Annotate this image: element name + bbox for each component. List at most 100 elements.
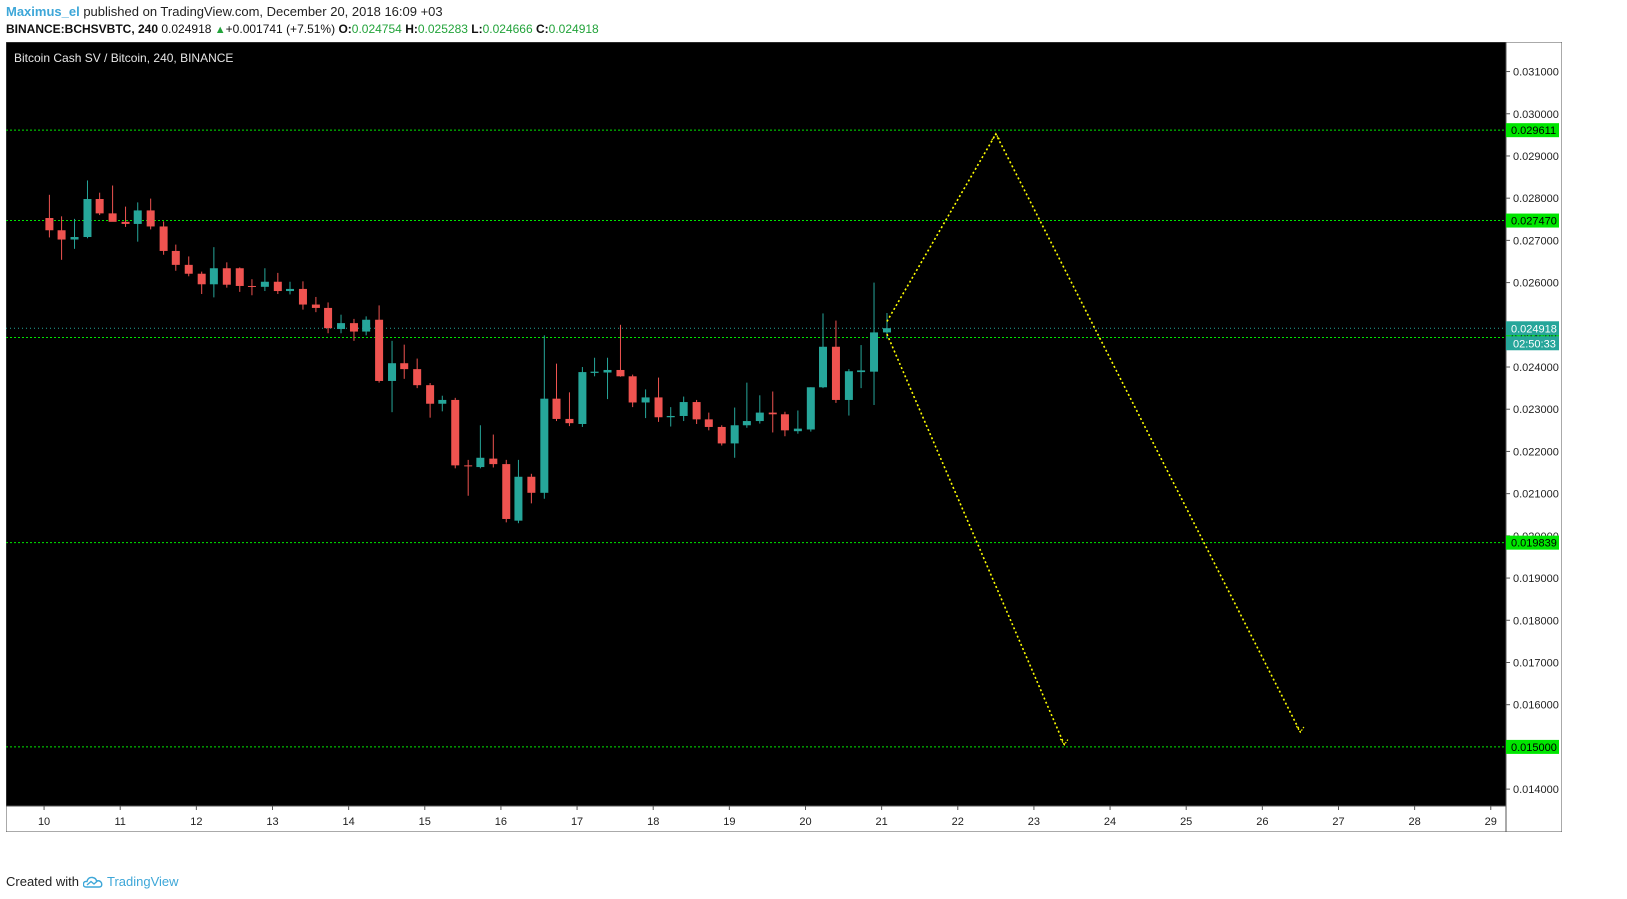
open-value: 0.024754 <box>351 22 402 36</box>
level-price-tag <box>1506 535 1559 550</box>
price-axis[interactable] <box>1506 42 1562 832</box>
tradingview-cloud-icon <box>82 876 103 888</box>
price-chart[interactable]: 0.031000 0.030000 0.029000 0.028000 0.027000… <box>6 42 1562 832</box>
candle-body[interactable] <box>641 397 650 403</box>
candle-body[interactable] <box>628 376 637 403</box>
candle-body[interactable] <box>780 414 789 431</box>
candle-body[interactable] <box>108 213 117 222</box>
candle-body[interactable] <box>464 465 473 467</box>
candle-body[interactable] <box>870 332 879 372</box>
candle-body[interactable] <box>235 268 244 286</box>
candles-layer <box>45 180 891 524</box>
tradingview-link[interactable]: TradingView <box>106 874 179 889</box>
up-arrow-icon: ▲ <box>214 24 226 36</box>
candle-body[interactable] <box>133 210 142 224</box>
candle-body[interactable] <box>768 412 777 415</box>
candle-body[interactable] <box>666 415 675 418</box>
x-tick-label: 14 <box>343 816 355 828</box>
candle-body[interactable] <box>578 372 587 424</box>
candle-body[interactable] <box>83 199 92 238</box>
y-tick-label: 0.019000 <box>1513 573 1559 585</box>
x-tick-label: 21 <box>876 816 888 828</box>
candle-body[interactable] <box>831 346 840 400</box>
candle-body[interactable] <box>400 363 409 370</box>
candle-body[interactable] <box>388 363 397 381</box>
candle-body[interactable] <box>704 419 713 427</box>
price-labels-layer: 0.0296110.0274700.0246980.0198390.015000… <box>1506 123 1559 754</box>
candle-body[interactable] <box>819 346 828 388</box>
candle-body[interactable] <box>375 319 384 381</box>
publish-info: Maximus_el published on TradingView.com,… <box>6 4 443 19</box>
candle-body[interactable] <box>298 288 307 305</box>
candle-body[interactable] <box>502 464 511 519</box>
candle-body[interactable] <box>451 399 460 466</box>
candle-body[interactable] <box>171 250 180 265</box>
candle-body[interactable] <box>273 281 282 292</box>
candle-body[interactable] <box>286 288 295 292</box>
x-tick-label: 12 <box>190 816 202 828</box>
candle-body[interactable] <box>552 398 561 419</box>
candle-body[interactable] <box>209 268 218 285</box>
y-tick-label: 0.014000 <box>1513 784 1559 796</box>
candle-body[interactable] <box>692 402 701 420</box>
candle-body[interactable] <box>349 323 358 332</box>
plot-area[interactable] <box>6 42 1506 806</box>
candle-body[interactable] <box>882 328 891 333</box>
candle-body[interactable] <box>527 476 536 493</box>
candle-body[interactable] <box>540 398 549 493</box>
time-axis[interactable] <box>6 806 1506 832</box>
level-price-label: 0.027470 <box>1511 216 1557 228</box>
publish-text: published on TradingView.com, December 2… <box>83 4 443 19</box>
candle-body[interactable] <box>247 285 256 287</box>
candle-body[interactable] <box>184 264 193 274</box>
candle-body[interactable] <box>806 387 815 430</box>
candle-body[interactable] <box>311 304 320 308</box>
candle-body[interactable] <box>45 218 54 231</box>
x-tick-label: 11 <box>115 816 126 828</box>
candle-body[interactable] <box>603 369 612 373</box>
candle-body[interactable] <box>590 371 599 373</box>
candle-body[interactable] <box>260 281 269 287</box>
candle-body[interactable] <box>717 426 726 444</box>
candle-body[interactable] <box>95 199 104 214</box>
x-tick-label: 16 <box>495 816 507 828</box>
level-price-tag <box>1506 739 1559 754</box>
candle-body[interactable] <box>755 412 764 422</box>
candle-body[interactable] <box>616 369 625 377</box>
countdown-tag <box>1506 336 1559 351</box>
candle-body[interactable] <box>337 323 346 330</box>
candle-body[interactable] <box>476 457 485 468</box>
candle-body[interactable] <box>793 428 802 432</box>
x-tick-label: 26 <box>1256 816 1268 828</box>
projection-arrowhead <box>1295 725 1305 734</box>
candle-body[interactable] <box>324 307 333 329</box>
chart-title: Bitcoin Cash SV / Bitcoin, 240, BINANCE <box>14 51 233 65</box>
candle-body[interactable] <box>844 371 853 400</box>
candle-body[interactable] <box>679 402 688 416</box>
candle-body[interactable] <box>742 421 751 426</box>
x-tick-label: 17 <box>571 816 583 828</box>
candle-body[interactable] <box>654 397 663 418</box>
candle-body[interactable] <box>489 458 498 465</box>
candle-body[interactable] <box>121 221 130 224</box>
candle-body[interactable] <box>197 273 206 285</box>
candle-body[interactable] <box>159 226 168 251</box>
candle-body[interactable] <box>222 268 231 285</box>
candle-body[interactable] <box>565 418 574 424</box>
candle-body[interactable] <box>362 319 371 332</box>
candle-body[interactable] <box>57 230 66 240</box>
candle-body[interactable] <box>146 210 155 227</box>
candle-body[interactable] <box>426 385 435 404</box>
candle-body[interactable] <box>730 425 739 444</box>
level-price-tag <box>1506 123 1559 138</box>
high-label: H: <box>405 22 418 36</box>
candle-body[interactable] <box>413 369 422 386</box>
author-link[interactable]: Maximus_el <box>6 4 80 19</box>
candle-body[interactable] <box>438 399 447 404</box>
y-tick-label: 0.026000 <box>1513 278 1559 290</box>
candle-body[interactable] <box>514 476 523 521</box>
open-label: O: <box>338 22 352 36</box>
candle-body[interactable] <box>857 370 866 373</box>
candle-body[interactable] <box>70 237 79 240</box>
projection-vertex <box>991 132 1001 141</box>
